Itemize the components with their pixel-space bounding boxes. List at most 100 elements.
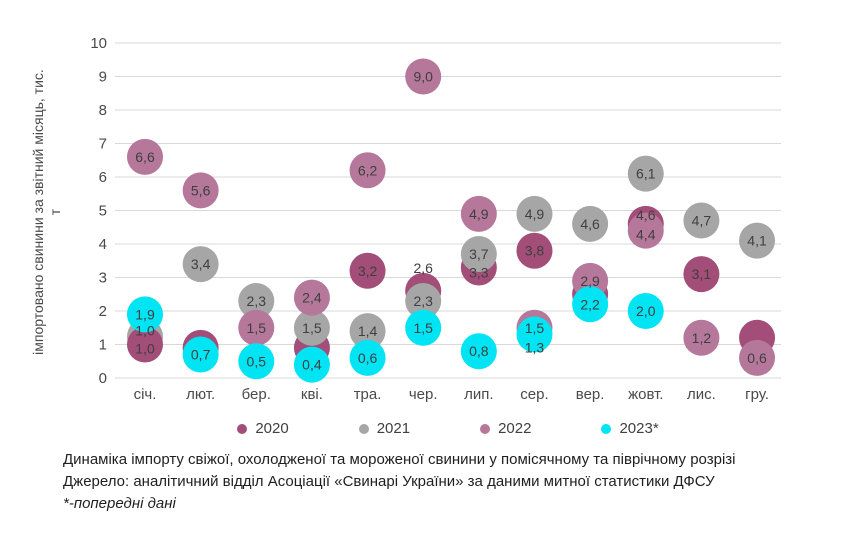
bubble-label-2022-жовт.: 4,4 (636, 227, 656, 243)
bubble-chart: 0 1 2 3 4 5 6 7 8 9 10 січ. лют. бер. кві. тра. чер. лип.… (90, 35, 781, 403)
y-tick-label: 3 (99, 270, 107, 287)
bubble-2021-гру. (739, 222, 776, 259)
bubble-2022-лип. (460, 195, 497, 232)
bubble-label-2023*-лип.: 0,8 (469, 343, 489, 359)
y-axis-title-line1: імпортовано свинини за звітний місяць, т… (30, 69, 46, 355)
bubble-2023*-жовт. (627, 293, 664, 329)
bubble-label-2023*-чер.: 1,5 (413, 320, 433, 336)
y-tick-label: 5 (99, 203, 107, 220)
x-tick-label: лип. (464, 386, 493, 403)
bubble-2021-бер. (238, 282, 275, 319)
bubble-2021-сер. (516, 195, 553, 232)
y-axis-title: імпортовано свинини за звітний місяць, т… (30, 42, 66, 382)
bubble-2023*-тра. (349, 339, 386, 376)
bubble-label-2021-чер.: 2,3 (413, 293, 433, 309)
bubble-label-2022-січ.: 6,6 (135, 149, 155, 165)
bubble-2022-лис. (683, 319, 720, 356)
bubble-label-2021-лис.: 4,7 (692, 213, 712, 229)
y-tick-label: 6 (99, 169, 107, 186)
x-tick-label: жовт. (628, 386, 663, 403)
x-tick-label: бер. (242, 386, 271, 403)
bubble-2023*-кві. (293, 346, 330, 383)
legend-item-2021: 2021 (358, 420, 411, 437)
y-tick-label: 0 (99, 370, 107, 387)
bubble-2022-тра. (349, 152, 386, 189)
chart-caption-source: Джерело: аналітичний відділ Асоціації «С… (63, 473, 715, 490)
bubble-2022-січ. (127, 138, 163, 175)
bubble-2023*-лют. (182, 336, 219, 373)
bubble-2023*-бер. (238, 343, 275, 380)
bubble-label-2020-чер.: 2,6 (413, 260, 433, 276)
bubble-label-2022-гру.: 0,6 (747, 350, 767, 366)
y-tick-label: 10 (90, 35, 107, 52)
bubble-label-2020-жовт.: 4,6 (636, 207, 656, 223)
bubble-label-2021-тра.: 1,4 (358, 323, 378, 339)
bubble-label-2023*-лют.: 0,7 (191, 347, 211, 363)
bubble-label-2021-жовт.: 6,1 (636, 166, 656, 182)
bubble-label-2022-лип.: 4,9 (469, 206, 489, 222)
chart-caption-footnote: *-попередні дані (63, 495, 176, 512)
x-tick-label: чер. (409, 386, 438, 403)
legend-label-2021: 2021 (376, 420, 411, 437)
bubble-label-2021-лип.: 3,7 (469, 246, 489, 262)
legend-label-2020: 2020 (255, 420, 289, 437)
chart-captions: Динаміка імпорту свіжої, охолодженої та … (63, 449, 736, 515)
x-tick-label: вер. (576, 386, 605, 403)
bubble-label-2021-гру.: 4,1 (747, 233, 767, 249)
bubble-2021-тра. (349, 313, 386, 350)
bubble-2021-вер. (572, 205, 609, 242)
bubble-label-2022-тра.: 6,2 (358, 162, 378, 178)
bubble-label-2021-сер.: 4,9 (525, 206, 545, 222)
bubble-2022-кві. (293, 279, 330, 316)
x-tick-label: тра. (354, 386, 382, 403)
bubble-2020-січ. (127, 326, 163, 363)
bubble-2023*-січ. (127, 296, 163, 333)
bubble-2021-кві. (293, 309, 330, 346)
legend-dot-2023-icon (601, 423, 612, 434)
bubble-2022-жовт. (627, 212, 664, 249)
bubble-2022-чер. (405, 58, 442, 95)
y-tick-label: 7 (99, 136, 107, 153)
x-tick-label: січ. (134, 386, 157, 403)
y-tick-label: 1 (99, 337, 107, 354)
bubble-label-2023*-вер.: 2,2 (580, 296, 600, 312)
bubble-label-2023*-тра.: 0,6 (358, 350, 378, 366)
bubble-2020-тра. (349, 252, 386, 289)
bubble-label-2022-чер.: 9,0 (413, 69, 433, 85)
bubble-label-2022-вер.: 2,9 (580, 273, 600, 289)
bubble-label-2020-лип.: 3,3 (469, 264, 489, 280)
bubble-label-2021-бер.: 2,3 (247, 293, 267, 309)
bubble-label-2020-січ.: 1,0 (135, 341, 155, 357)
legend-item-2022: 2022 (480, 420, 531, 437)
bubble-2022-лют. (182, 172, 219, 209)
bubble-label-2022-сер.: 1,5 (525, 320, 545, 336)
bubble-2021-чер. (405, 282, 442, 319)
legend-item-2020: 2020 (237, 420, 289, 437)
bubble-2021-жовт. (627, 155, 664, 192)
x-tick-label: кві. (301, 386, 323, 403)
bubble-2023*-лип. (460, 333, 497, 370)
bubble-2023*-чер. (405, 309, 442, 346)
bubble-2021-лип. (460, 236, 497, 273)
bubble-label-2020-тра.: 3,2 (358, 263, 378, 279)
bubble-label-2020-лис.: 3,1 (692, 266, 712, 282)
bubble-2023*-вер. (572, 286, 609, 323)
y-tick-label: 9 (99, 69, 107, 86)
chart-legend: 2020 2021 2022 2023* (115, 420, 781, 437)
bubble-label-2021-січ.: 1,0 (135, 323, 155, 339)
legend-dot-2020-icon (237, 423, 248, 434)
bubble-2020-сер. (516, 232, 553, 269)
x-tick-label: сер. (520, 386, 548, 403)
bubble-label-2022-бер.: 1,5 (247, 320, 267, 336)
bubble-2022-бер. (238, 309, 275, 346)
bubble-label-2023*-бер.: 0,5 (247, 353, 267, 369)
legend-label-2023: 2023* (619, 420, 659, 437)
y-tick-label: 4 (99, 236, 107, 253)
bubble-label-2022-лют.: 5,6 (191, 182, 211, 198)
bubble-2021-лис. (683, 202, 720, 239)
y-tick-label: 8 (99, 102, 107, 119)
x-tick-label: лис. (687, 386, 716, 403)
bubble-2023*-сер. (516, 316, 553, 353)
bubble-2022-гру. (739, 339, 776, 376)
